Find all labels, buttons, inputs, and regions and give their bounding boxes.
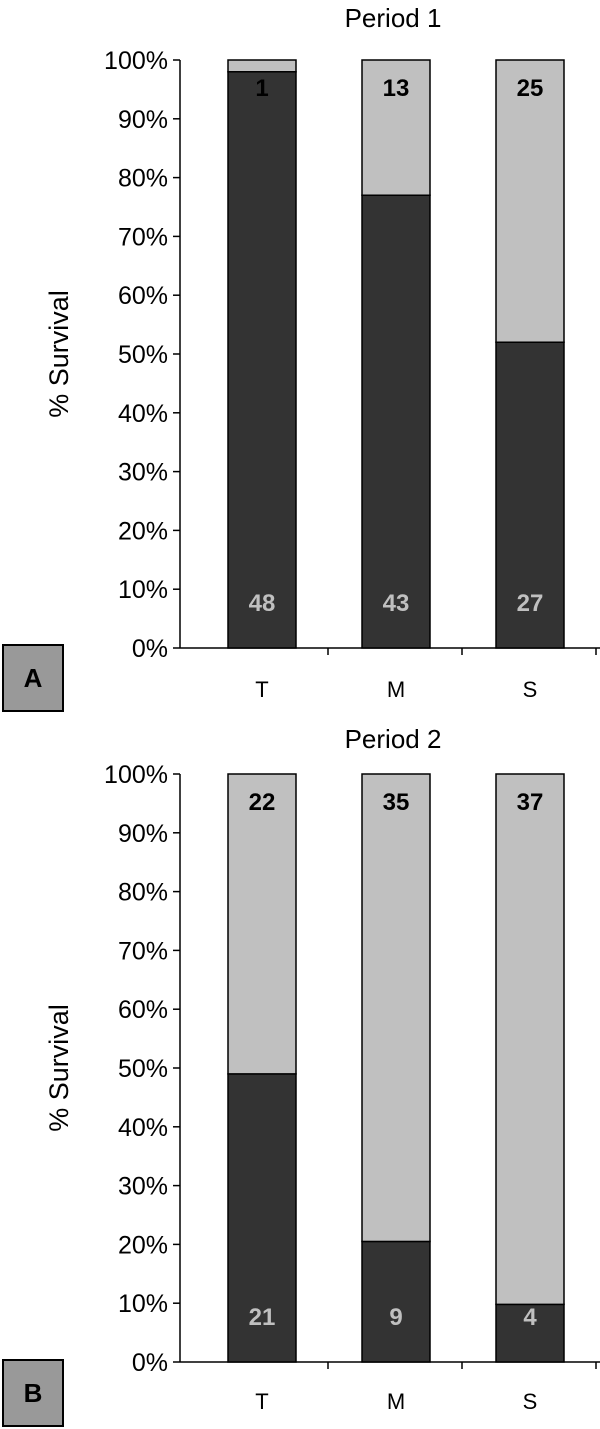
- y-tick-label: 0%: [132, 635, 168, 663]
- y-tick-label: 50%: [118, 341, 168, 369]
- y-tick-label: 90%: [118, 820, 168, 848]
- data-label-m-lower: 9: [389, 1304, 402, 1331]
- y-tick-label: 30%: [118, 1173, 168, 1201]
- panel-letter: A: [24, 663, 43, 693]
- y-tick-label: 100%: [104, 47, 168, 75]
- data-label-s-lower: 4: [523, 1304, 537, 1331]
- y-tick-label: 40%: [118, 1114, 168, 1142]
- y-tick-label: 20%: [118, 517, 168, 545]
- y-tick-label: 30%: [118, 459, 168, 487]
- y-tick-label: 60%: [118, 282, 168, 310]
- y-tick-label: 70%: [118, 223, 168, 251]
- panel-letter: B: [24, 1378, 43, 1408]
- bar-segment-s-lower: [495, 341, 565, 649]
- y-tick-label: 70%: [118, 937, 168, 965]
- bar-segment-m-upper: [361, 773, 431, 1243]
- bar-segment-s-lower: [495, 1303, 565, 1363]
- bar-segment-m-lower: [361, 1240, 431, 1363]
- x-tick-label: T: [255, 1389, 268, 1414]
- x-tick-label: M: [387, 677, 405, 702]
- chart-panel-a: Period 1 0% 10% 20% 30% 40% 50% 60% 70% 80% 90% 100…: [2, 3, 600, 712]
- y-tick-label: 10%: [118, 576, 168, 604]
- data-label-s-upper: 37: [517, 789, 544, 816]
- y-tick-label: 40%: [118, 400, 168, 428]
- bar-segment-m-lower: [361, 194, 431, 649]
- y-tick-label: 0%: [132, 1349, 168, 1377]
- y-axis-label: % Survival: [44, 290, 74, 418]
- data-label-m-upper: 35: [383, 789, 410, 816]
- data-label-t-upper: 1: [255, 75, 268, 102]
- bar-segment-t-lower: [227, 1073, 297, 1363]
- data-label-m-upper: 13: [383, 75, 410, 102]
- bar-segment-t-upper: [227, 773, 297, 1075]
- data-label-t-lower: 21: [249, 1304, 276, 1331]
- panel-badge: [2, 1359, 64, 1427]
- bar-segment-s-upper: [495, 773, 565, 1306]
- y-tick-label: 100%: [104, 761, 168, 789]
- x-tick-label: S: [523, 1389, 538, 1414]
- bar-segment-t-upper: [227, 59, 297, 73]
- panel-badge: [2, 644, 64, 712]
- data-label-t-upper: 22: [249, 789, 276, 816]
- y-tick-label: 60%: [118, 996, 168, 1024]
- y-tick-label: 50%: [118, 1055, 168, 1083]
- y-tick-label: 20%: [118, 1231, 168, 1259]
- y-axis-label: % Survival: [44, 1004, 74, 1132]
- x-tick-label: M: [387, 1389, 405, 1414]
- data-label-s-upper: 25: [517, 75, 544, 102]
- x-tick-label: S: [523, 677, 538, 702]
- y-tick-label: 10%: [118, 1290, 168, 1318]
- x-tick-label: T: [255, 677, 268, 702]
- data-label-s-lower: 27: [517, 590, 544, 617]
- chart-title: Period 1: [345, 3, 442, 33]
- chart-title: Period 2: [345, 724, 442, 754]
- y-tick-label: 80%: [118, 165, 168, 193]
- bar-segment-t-lower: [227, 71, 297, 649]
- bar-segment-m-upper: [361, 59, 431, 196]
- data-label-t-lower: 48: [249, 590, 276, 617]
- y-tick-label: 90%: [118, 106, 168, 134]
- y-tick-label: 80%: [118, 879, 168, 907]
- chart-panel-b: Period 2 0% 10% 20% 30% 40% 50% 60% 70% 80% 90% 100…: [2, 724, 600, 1427]
- data-label-m-lower: 43: [383, 590, 410, 617]
- bar-segment-s-upper: [495, 59, 565, 343]
